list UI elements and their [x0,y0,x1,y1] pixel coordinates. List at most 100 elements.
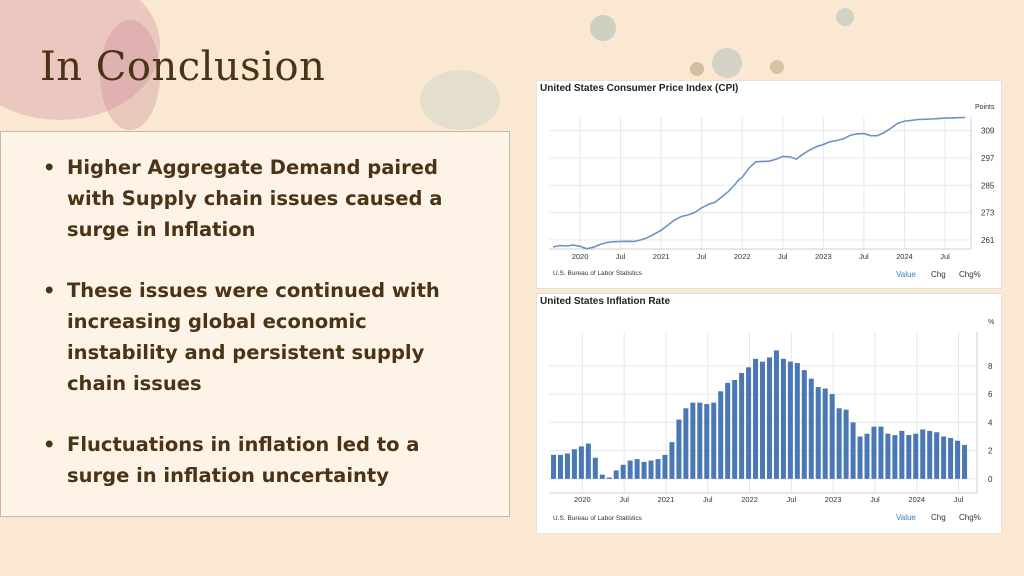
inflation-bar [899,430,905,479]
inflation-bar [934,432,940,479]
inflation-y-tick-label: 6 [988,390,993,399]
inflation-bar [606,477,612,479]
inflation-bar [801,370,807,479]
inflation-value-toggle[interactable]: Value [896,513,916,522]
inflation-bar [739,372,745,479]
cpi-x-tick-label: Jul [940,252,950,261]
inflation-bar [906,435,912,479]
cpi-x-tick-label: 2023 [815,252,832,261]
inflation-bar [732,380,738,479]
inflation-bar [564,453,570,479]
inflation-bar [585,443,591,479]
inflation-bar [599,474,605,479]
inflation-y-tick-label: 2 [988,447,993,456]
bullet-item: • Fluctuations in inflation led to a surg… [43,429,467,491]
inflation-chart-card: United States Inflation Rate 0 2 4 6 8 2020 Ju… [536,293,1002,534]
inflation-x-tick-label: Jul [870,495,880,504]
cpi-chart-title: United States Consumer Price Index (CPI) [540,83,739,94]
bullet-text: Higher Aggregate Demand paired with Supp… [67,156,443,241]
inflation-bar [753,358,759,479]
cpi-y-tick-label: 285 [981,181,995,190]
bg-blue-drop [590,15,616,41]
inflation-x-tick-label: Jul [787,495,797,504]
inflation-bar [892,435,898,479]
bullets-panel: • Higher Aggregate Demand paired with Sup… [0,131,510,517]
inflation-y-tick-label: 0 [988,475,993,484]
inflation-bar [551,454,557,479]
inflation-chgpct-toggle[interactable]: Chg% [959,513,981,522]
inflation-bar [885,433,891,479]
bullet-list: • Higher Aggregate Demand paired with Sup… [1,132,509,491]
inflation-x-tick-label: 2020 [574,495,591,504]
inflation-bar [920,429,926,479]
inflation-bar [829,394,835,479]
inflation-bar [634,459,640,479]
slide-title: In Conclusion [40,44,326,90]
inflation-bar [613,470,619,479]
cpi-chgpct-toggle[interactable]: Chg% [959,270,981,279]
bg-blue-blot [420,70,500,130]
inflation-bar [669,442,675,479]
inflation-bar [871,426,877,479]
inflation-bar [766,357,772,479]
cpi-y-tick-label: 309 [981,127,995,136]
cpi-value-toggle[interactable]: Value [896,270,916,279]
inflation-x-tick-label: 2023 [825,495,842,504]
inflation-bar [913,433,919,479]
inflation-bar [704,404,710,479]
inflation-bar [948,437,954,479]
cpi-chart-card: United States Consumer Price Index (CPI)… [536,80,1002,289]
inflation-bar [592,457,598,479]
cpi-x-tick-label: 2021 [653,252,670,261]
inflation-bar [655,459,661,479]
inflation-bar [808,378,814,479]
inflation-bar [787,361,793,479]
inflation-bar [620,464,626,479]
inflation-bar-chart: 0 2 4 6 8 2020 Jul 2021 Jul 2022 Jul 2023 Jul 2024 Jul… [549,319,994,522]
inflation-bar [571,449,577,479]
bullet-dot: • [43,433,56,456]
inflation-bar [690,402,696,479]
inflation-bar [662,454,668,479]
inflation-bar [962,444,968,479]
bg-brown-drop-2 [770,60,784,74]
cpi-x-tick-label: Jul [778,252,788,261]
bg-pink-stain-2 [100,20,160,130]
cpi-x-tick-label: Jul [616,252,626,261]
inflation-bar [794,363,800,479]
cpi-unit-label: Points [975,104,995,111]
inflation-bar [725,382,731,479]
inflation-bar [857,436,863,479]
cpi-x-tick-label: 2020 [572,252,589,261]
inflation-bar [676,419,682,479]
cpi-x-tick-label: 2024 [896,252,913,261]
bg-blue-drop-2 [712,48,742,78]
inflation-bar [836,408,842,479]
bg-blue-drop-3 [836,8,854,26]
cpi-chg-toggle[interactable]: Chg [931,270,946,279]
cpi-y-tick-label: 261 [981,236,995,245]
bullet-dot: • [43,156,56,179]
inflation-x-tick-label: Jul [619,495,629,504]
inflation-x-tick-label: 2024 [908,495,925,504]
inflation-bar [557,454,563,479]
inflation-bar [697,402,703,479]
bullet-text: Fluctuations in inflation led to a surge… [67,433,420,487]
inflation-y-tick-label: 4 [988,418,993,427]
inflation-unit-label: % [988,319,994,326]
bullet-item: • Higher Aggregate Demand paired with Sup… [43,152,467,245]
inflation-bar [641,461,647,479]
inflation-bar [864,433,870,479]
inflation-x-tick-label: Jul [954,495,964,504]
inflation-bar [773,350,779,479]
inflation-y-tick-label: 8 [988,362,993,371]
cpi-line-series [552,116,966,250]
inflation-bar [718,391,724,479]
inflation-bar [578,446,584,479]
inflation-bar [927,430,933,479]
inflation-bar [780,358,786,479]
inflation-bar [941,436,947,479]
cpi-y-tick-label: 297 [981,154,995,163]
inflation-bar [683,408,689,479]
inflation-chg-toggle[interactable]: Chg [931,513,946,522]
